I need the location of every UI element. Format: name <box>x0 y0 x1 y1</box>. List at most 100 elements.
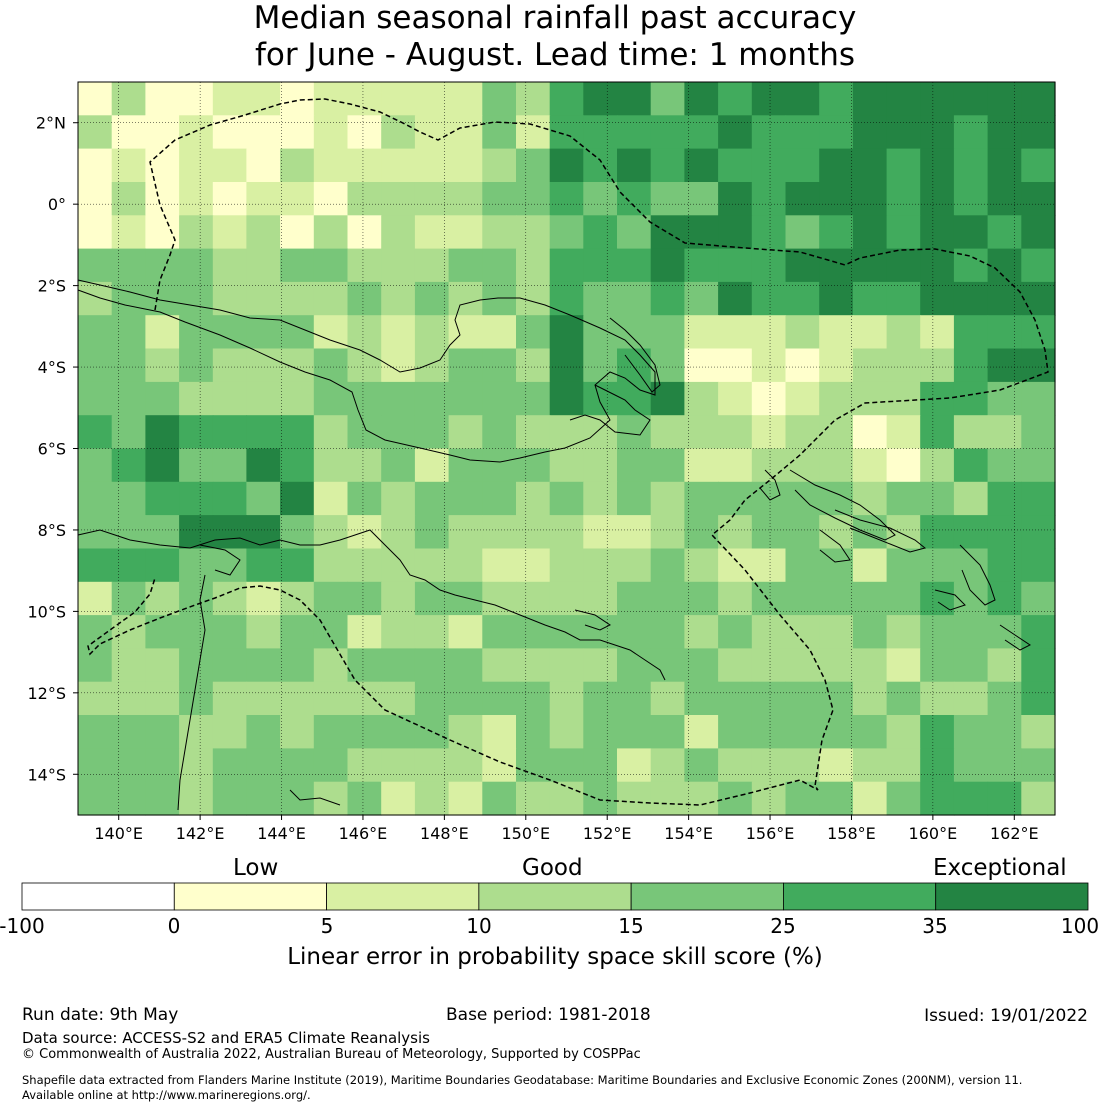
skill-cell <box>1021 715 1056 749</box>
skill-cell <box>347 215 382 250</box>
skill-cell <box>280 348 315 383</box>
skill-cell <box>785 82 820 116</box>
skill-cell <box>819 415 854 450</box>
skill-cell <box>313 581 349 616</box>
skill-cell <box>583 82 618 116</box>
colorbar-tick-label: 35 <box>922 914 948 938</box>
skill-cell <box>313 481 349 516</box>
skill-cell <box>414 281 450 316</box>
skill-cell <box>280 515 315 549</box>
skill-cell <box>78 581 113 616</box>
skill-cell <box>280 715 315 749</box>
skill-cell <box>516 248 551 283</box>
colorbar-tick-label: 25 <box>770 914 796 938</box>
x-tick-label: 146°E <box>339 824 388 843</box>
skill-cell <box>212 748 248 783</box>
skill-cell <box>718 348 753 383</box>
skill-cell <box>78 681 113 716</box>
skill-cell <box>179 548 214 583</box>
skill-cell <box>650 381 685 416</box>
skill-cell <box>111 681 146 716</box>
x-tick-label: 144°E <box>257 824 306 843</box>
skill-cell <box>684 281 719 316</box>
x-tick-label: 154°E <box>664 824 713 843</box>
skill-cell <box>987 615 1022 649</box>
skill-cell <box>617 715 652 749</box>
coastline-bougainville <box>759 469 781 501</box>
skill-cell <box>111 748 146 783</box>
skill-cell <box>414 648 450 683</box>
skill-cell <box>583 615 618 649</box>
skill-cell <box>516 748 551 783</box>
skill-cell <box>684 348 719 383</box>
skill-cell <box>953 182 989 216</box>
skill-cell <box>684 581 719 616</box>
skill-cell <box>246 615 281 649</box>
skill-cell <box>347 781 382 816</box>
skill-cell <box>482 781 517 816</box>
skill-cell <box>819 82 854 116</box>
colorbar-segment <box>935 882 1089 911</box>
skill-cell <box>987 115 1022 150</box>
skill-cell <box>212 481 248 516</box>
skill-cell <box>987 215 1022 250</box>
skill-cell <box>549 648 584 683</box>
skill-cell <box>414 148 450 183</box>
skill-cell <box>212 348 248 383</box>
skill-cell <box>583 148 618 183</box>
skill-cell <box>313 215 349 250</box>
skill-cell <box>448 182 483 216</box>
skill-cell <box>785 115 820 150</box>
skill-cell <box>684 481 719 516</box>
skill-cell <box>448 548 483 583</box>
skill-cell <box>751 581 787 616</box>
skill-cell <box>617 215 652 250</box>
skill-cell <box>381 115 416 150</box>
skill-cell <box>381 415 416 450</box>
skill-cell <box>549 215 584 250</box>
skill-cell <box>852 448 888 483</box>
skill-cell <box>650 648 685 683</box>
x-tick-label: 142°E <box>176 824 225 843</box>
skill-cell <box>819 515 854 549</box>
skill-cell <box>718 281 753 316</box>
skill-cell <box>1021 781 1056 816</box>
skill-cell <box>987 648 1022 683</box>
skill-cell <box>516 415 551 450</box>
skill-cell <box>313 615 349 649</box>
skill-cell <box>785 715 820 749</box>
skill-cell <box>920 681 955 716</box>
eez-boundary <box>87 98 1049 806</box>
skill-cell <box>852 182 888 216</box>
skill-cell <box>78 748 113 783</box>
skill-cell <box>583 548 618 583</box>
skill-cell <box>684 715 719 749</box>
skill-cell <box>246 248 281 283</box>
skill-cell <box>819 248 854 283</box>
skill-cell <box>111 248 146 283</box>
skill-cell <box>246 681 281 716</box>
skill-cell <box>78 82 113 116</box>
y-axis-ticks: 2°N 0° 2°S 4°S 6°S 8°S 10°S 12°S 14°S <box>27 114 78 784</box>
skill-cell <box>111 615 146 649</box>
skill-cell <box>886 115 921 150</box>
skill-cell <box>819 748 854 783</box>
skill-cell <box>987 515 1022 549</box>
skill-cell <box>516 281 551 316</box>
skill-cell <box>785 148 820 183</box>
skill-cell <box>718 548 753 583</box>
skill-cell <box>852 415 888 450</box>
skill-cell <box>482 348 517 383</box>
skill-cell <box>920 515 955 549</box>
skill-cell <box>212 581 248 616</box>
skill-cell <box>650 82 685 116</box>
skill-cell <box>953 715 989 749</box>
skill-cell <box>145 381 180 416</box>
skill-cell <box>448 481 483 516</box>
skill-cell <box>516 448 551 483</box>
skill-cell <box>617 281 652 316</box>
skill-cell <box>78 481 113 516</box>
skill-cell <box>953 581 989 616</box>
skill-cell <box>212 315 248 350</box>
skill-cell <box>886 448 921 483</box>
